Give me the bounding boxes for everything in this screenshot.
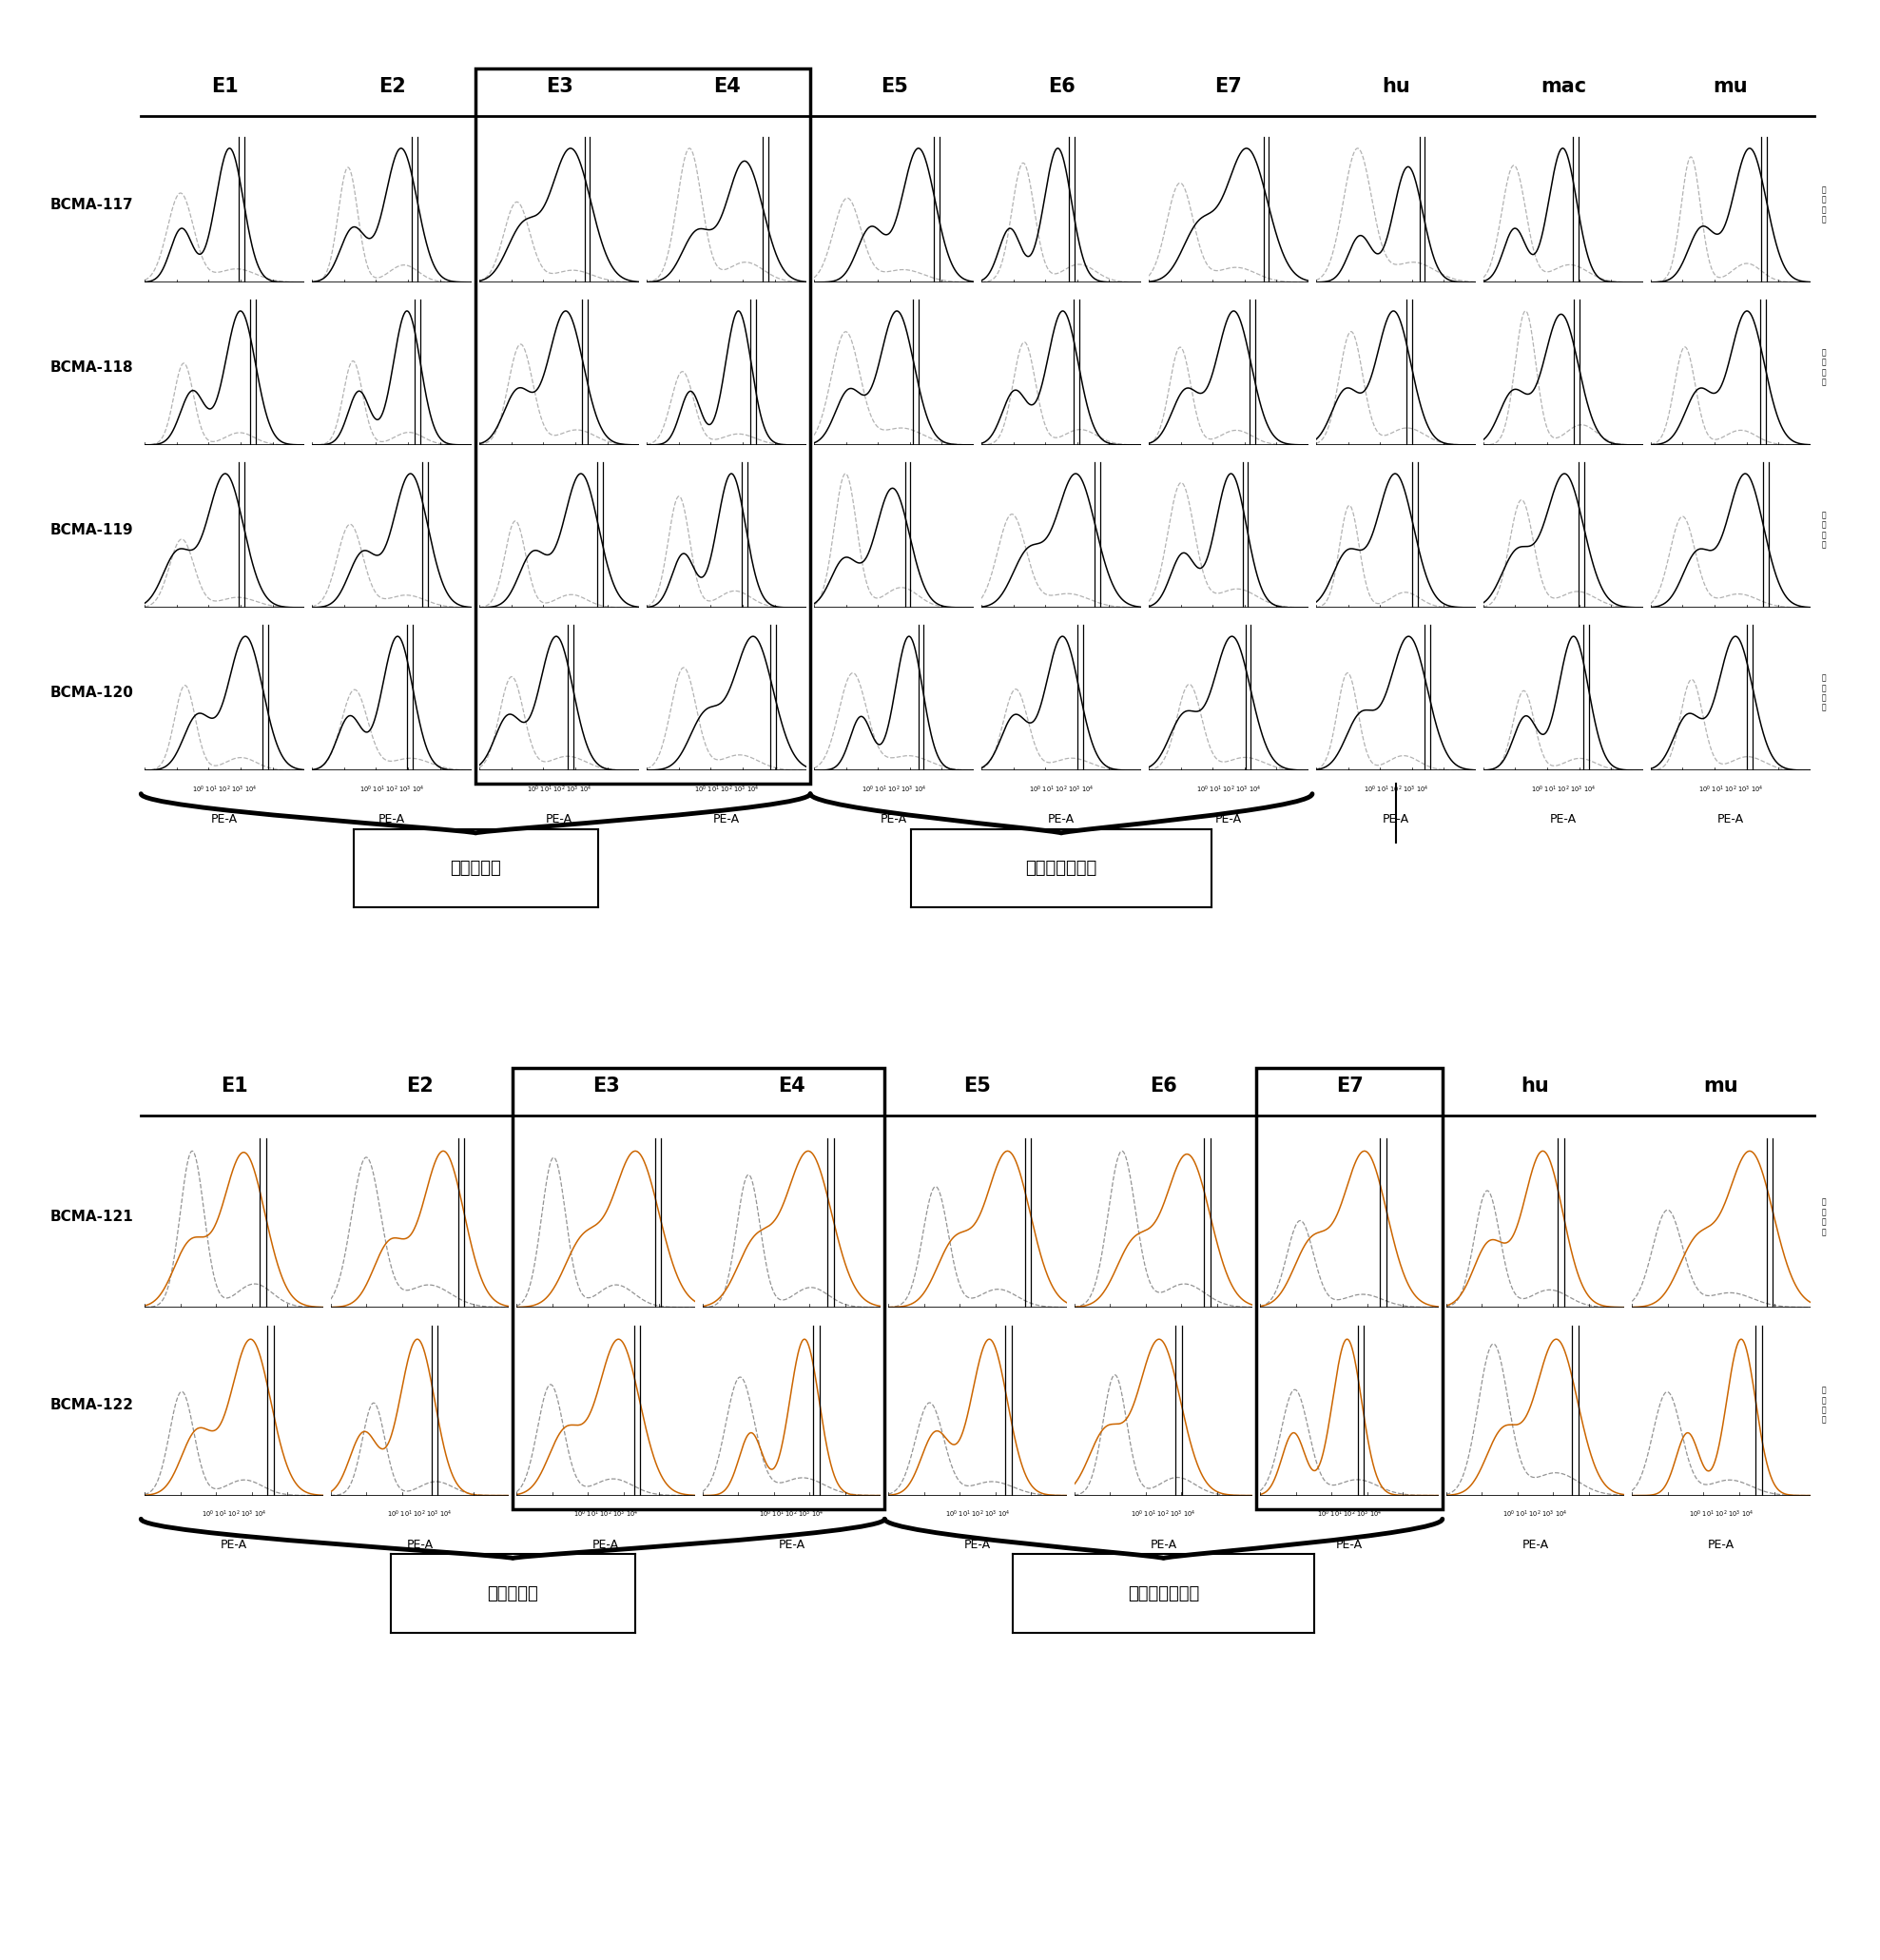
Text: hu: hu (1521, 1076, 1549, 1096)
Text: $10^0\ 10^1\ 10^2\ 10^3\ 10^4$: $10^0\ 10^1\ 10^2\ 10^3\ 10^4$ (573, 1509, 639, 1519)
Text: PE-A: PE-A (1047, 813, 1075, 825)
Text: $10^0\ 10^1\ 10^2\ 10^3\ 10^4$: $10^0\ 10^1\ 10^2\ 10^3\ 10^4$ (192, 784, 258, 794)
Text: 单一氨基酸交换: 单一氨基酸交换 (1025, 860, 1098, 876)
Text: PE-A: PE-A (211, 813, 239, 825)
Text: 单一氨基酸交换: 单一氨基酸交换 (1128, 1586, 1199, 1601)
Text: E1: E1 (211, 76, 239, 96)
Text: E7: E7 (1337, 1076, 1363, 1096)
Text: $10^0\ 10^1\ 10^2\ 10^3\ 10^4$: $10^0\ 10^1\ 10^2\ 10^3\ 10^4$ (1132, 1509, 1196, 1519)
Text: PE-A: PE-A (220, 1539, 248, 1550)
Text: E1: E1 (220, 1076, 248, 1096)
Text: E2: E2 (406, 1076, 434, 1096)
Text: PE-A: PE-A (1707, 1539, 1735, 1550)
Text: $10^0\ 10^1\ 10^2\ 10^3\ 10^4$: $10^0\ 10^1\ 10^2\ 10^3\ 10^4$ (359, 784, 425, 794)
Text: $10^0\ 10^1\ 10^2\ 10^3\ 10^4$: $10^0\ 10^1\ 10^2\ 10^3\ 10^4$ (861, 784, 927, 794)
Text: BCMA-122: BCMA-122 (49, 1397, 133, 1413)
Text: PE-A: PE-A (1382, 813, 1410, 825)
Text: E6: E6 (1047, 76, 1075, 96)
Text: PE-A: PE-A (778, 1539, 805, 1550)
Text: mu: mu (1703, 1076, 1739, 1096)
Text: PE-A: PE-A (1151, 1539, 1177, 1550)
Text: E4: E4 (778, 1076, 805, 1096)
Text: BCMA-121: BCMA-121 (51, 1209, 133, 1225)
Text: $10^0\ 10^1\ 10^2\ 10^3\ 10^4$: $10^0\ 10^1\ 10^2\ 10^3\ 10^4$ (1028, 784, 1094, 794)
Text: $10^0\ 10^1\ 10^2\ 10^3\ 10^4$: $10^0\ 10^1\ 10^2\ 10^3\ 10^4$ (1530, 784, 1596, 794)
Text: PE-A: PE-A (592, 1539, 619, 1550)
Text: mu: mu (1713, 76, 1748, 96)
Text: hu: hu (1382, 76, 1410, 96)
Text: $10^0\ 10^1\ 10^2\ 10^3\ 10^4$: $10^0\ 10^1\ 10^2\ 10^3\ 10^4$ (1316, 1509, 1382, 1519)
Text: $10^0\ 10^1\ 10^2\ 10^3\ 10^4$: $10^0\ 10^1\ 10^2\ 10^3\ 10^4$ (201, 1509, 267, 1519)
Text: BCMA-119: BCMA-119 (51, 523, 133, 537)
Text: $10^0\ 10^1\ 10^2\ 10^3\ 10^4$: $10^0\ 10^1\ 10^2\ 10^3\ 10^4$ (1502, 1509, 1568, 1519)
Text: $10^0\ 10^1\ 10^2\ 10^3\ 10^4$: $10^0\ 10^1\ 10^2\ 10^3\ 10^4$ (526, 784, 592, 794)
Text: PE-A: PE-A (406, 1539, 432, 1550)
Text: PE-A: PE-A (880, 813, 908, 825)
Text: BCMA-120: BCMA-120 (51, 686, 133, 700)
Text: E2: E2 (378, 76, 406, 96)
Text: PE-A: PE-A (1337, 1539, 1363, 1550)
Text: $10^0\ 10^1\ 10^2\ 10^3\ 10^4$: $10^0\ 10^1\ 10^2\ 10^3\ 10^4$ (760, 1509, 823, 1519)
Text: 结构域交换: 结构域交换 (449, 860, 502, 876)
Text: $10^0\ 10^1\ 10^2\ 10^3\ 10^4$: $10^0\ 10^1\ 10^2\ 10^3\ 10^4$ (1688, 1509, 1754, 1519)
Text: 单
翻
渍
的: 单 翻 渍 的 (1822, 186, 1825, 223)
Text: $10^0\ 10^1\ 10^2\ 10^3\ 10^4$: $10^0\ 10^1\ 10^2\ 10^3\ 10^4$ (694, 784, 760, 794)
Text: PE-A: PE-A (378, 813, 406, 825)
Text: BCMA-117: BCMA-117 (51, 198, 133, 212)
Text: BCMA-118: BCMA-118 (51, 361, 133, 374)
Text: PE-A: PE-A (713, 813, 741, 825)
Text: PE-A: PE-A (1523, 1539, 1549, 1550)
Text: 单
翻
渍
的: 单 翻 渍 的 (1822, 1386, 1825, 1425)
Text: 单
翻
渍
的: 单 翻 渍 的 (1822, 512, 1825, 549)
Text: PE-A: PE-A (1549, 813, 1577, 825)
Text: E5: E5 (880, 76, 908, 96)
Text: E3: E3 (545, 76, 573, 96)
Text: E5: E5 (964, 1076, 991, 1096)
Text: E4: E4 (713, 76, 741, 96)
Text: PE-A: PE-A (964, 1539, 991, 1550)
Text: $10^0\ 10^1\ 10^2\ 10^3\ 10^4$: $10^0\ 10^1\ 10^2\ 10^3\ 10^4$ (1698, 784, 1763, 794)
Text: 单
翻
渍
的: 单 翻 渍 的 (1822, 1198, 1825, 1237)
Text: $10^0\ 10^1\ 10^2\ 10^3\ 10^4$: $10^0\ 10^1\ 10^2\ 10^3\ 10^4$ (1196, 784, 1261, 794)
Text: 单
翻
渍
的: 单 翻 渍 的 (1822, 349, 1825, 386)
Text: E7: E7 (1214, 76, 1243, 96)
Text: $10^0\ 10^1\ 10^2\ 10^3\ 10^4$: $10^0\ 10^1\ 10^2\ 10^3\ 10^4$ (387, 1509, 453, 1519)
Text: mac: mac (1540, 76, 1587, 96)
Text: PE-A: PE-A (545, 813, 573, 825)
Text: 单
翻
渍
的: 单 翻 渍 的 (1822, 674, 1825, 711)
Text: E6: E6 (1151, 1076, 1177, 1096)
Text: PE-A: PE-A (1214, 813, 1243, 825)
Text: $10^0\ 10^1\ 10^2\ 10^3\ 10^4$: $10^0\ 10^1\ 10^2\ 10^3\ 10^4$ (1363, 784, 1429, 794)
Text: 结构域交换: 结构域交换 (487, 1586, 538, 1601)
Text: PE-A: PE-A (1716, 813, 1745, 825)
Text: $10^0\ 10^1\ 10^2\ 10^3\ 10^4$: $10^0\ 10^1\ 10^2\ 10^3\ 10^4$ (946, 1509, 1010, 1519)
Text: E3: E3 (592, 1076, 619, 1096)
